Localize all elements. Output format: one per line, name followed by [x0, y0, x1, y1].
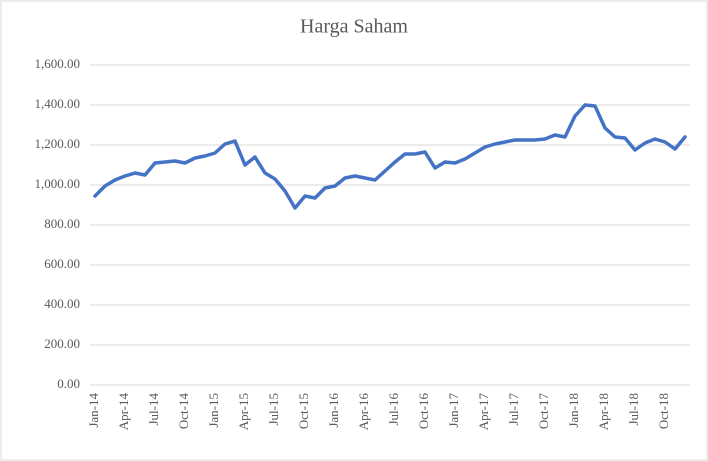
chart-title: Harga Saham: [300, 16, 408, 38]
x-tick-label: Apr-18: [596, 393, 611, 430]
x-tick-label: Oct-18: [656, 393, 671, 429]
x-tick-label: Jan-15: [206, 393, 221, 428]
line-series: [93, 103, 687, 210]
y-tick-label: 1,600.00: [35, 56, 81, 71]
x-tick-label: Jan-16: [326, 393, 341, 428]
x-tick-label: Jan-17: [446, 393, 461, 428]
x-tick-label: Jul-14: [146, 393, 161, 426]
y-tick-label: 1,400.00: [35, 96, 81, 111]
x-tick-label: Jan-18: [566, 393, 581, 428]
y-tick-label: 800.00: [44, 216, 80, 231]
x-tick-label: Jan-14: [86, 393, 101, 428]
y-tick-label: 1,000.00: [35, 176, 81, 191]
x-tick-label: Jul-18: [626, 393, 641, 426]
y-tick-label: 1,200.00: [35, 136, 81, 151]
x-tick-label: Apr-14: [116, 393, 131, 431]
x-tick-label: Apr-17: [476, 393, 491, 431]
x-tick-label: Jul-16: [386, 393, 401, 426]
y-tick-label: 400.00: [44, 296, 80, 311]
x-tick-label: Oct-15: [296, 393, 311, 429]
y-tick-label: 600.00: [44, 256, 80, 271]
x-tick-label: Oct-16: [416, 393, 431, 430]
x-tick-label: Apr-15: [236, 393, 251, 430]
x-tick-label: Oct-17: [536, 393, 551, 430]
y-tick-label: 200.00: [44, 336, 80, 351]
x-tick-label: Jul-15: [266, 393, 281, 426]
x-tick-label: Apr-16: [356, 393, 371, 431]
x-tick-label: Oct-14: [176, 393, 191, 430]
y-tick-label: 0.00: [57, 376, 80, 391]
x-tick-label: Jul-17: [506, 393, 521, 426]
